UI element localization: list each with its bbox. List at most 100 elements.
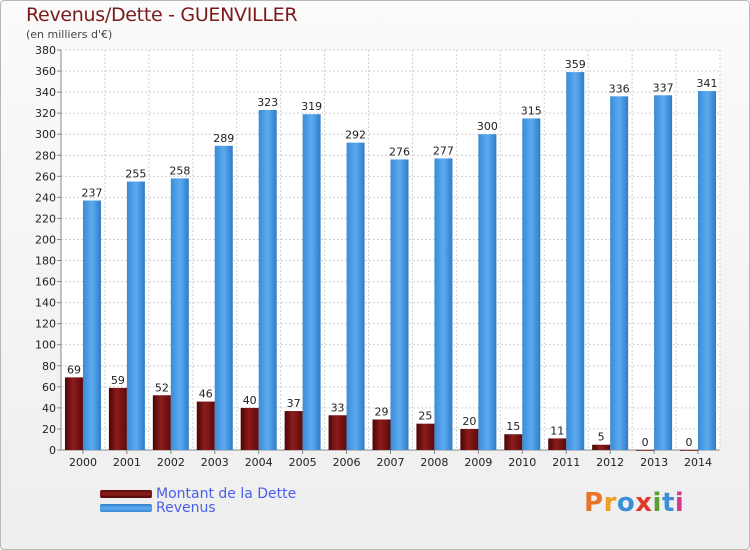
- bar-dette-2003: [196, 401, 215, 450]
- bar-dette-2004: [240, 407, 259, 450]
- data-label-revenus: 277: [433, 144, 454, 157]
- data-label-revenus: 341: [697, 77, 718, 90]
- x-tick-label: 2013: [640, 456, 668, 469]
- logo-letter: t: [661, 488, 675, 518]
- data-label-dette: 0: [686, 436, 693, 449]
- logo-letter: o: [616, 488, 636, 518]
- bar-dette-2012: [592, 444, 611, 450]
- data-label-revenus: 276: [389, 145, 410, 158]
- x-tick-label: 2011: [552, 456, 580, 469]
- data-label-revenus: 255: [125, 168, 146, 181]
- bar-revenus-2008: [434, 158, 453, 450]
- bar-revenus-2002: [170, 178, 189, 450]
- data-label-revenus: 289: [213, 132, 234, 145]
- bar-dette-2009: [460, 428, 479, 450]
- bar-dette-2006: [328, 415, 347, 450]
- data-label-dette: 5: [598, 431, 605, 444]
- x-tick-label: 2000: [69, 456, 97, 469]
- y-tick-label: 340: [35, 86, 56, 99]
- data-label-dette: 0: [642, 436, 649, 449]
- bar-revenus-2010: [522, 118, 541, 450]
- y-tick-label: 100: [35, 339, 56, 352]
- x-tick-label: 2002: [157, 456, 185, 469]
- legend-swatch-dette: [100, 490, 152, 498]
- logo-letter: i: [674, 488, 685, 518]
- bar-revenus-2012: [610, 96, 629, 450]
- data-label-dette: 20: [462, 415, 476, 428]
- y-tick-label: 280: [35, 149, 56, 162]
- legend-label-revenus: Revenus: [156, 500, 216, 516]
- data-label-revenus: 359: [565, 58, 586, 71]
- x-tick-label: 2014: [684, 456, 712, 469]
- bar-revenus-2009: [478, 134, 497, 451]
- bar-revenus-2014: [698, 91, 717, 450]
- data-label-dette: 11: [550, 424, 564, 437]
- data-label-dette: 25: [418, 410, 432, 423]
- y-tick-label: 220: [35, 212, 56, 225]
- y-tick-label: 240: [35, 191, 56, 204]
- x-tick-label: 2004: [245, 456, 273, 469]
- data-label-dette: 15: [506, 420, 520, 433]
- y-tick-label: 320: [35, 107, 56, 120]
- logo-letter: P: [584, 488, 604, 518]
- y-tick-label: 260: [35, 170, 56, 183]
- y-tick-label: 80: [42, 360, 56, 373]
- legend-swatch-revenus: [100, 504, 152, 512]
- data-label-dette: 69: [67, 363, 81, 376]
- x-tick-label: 2010: [508, 456, 536, 469]
- data-label-dette: 46: [199, 388, 213, 401]
- proxiti-logo: Proxiti: [584, 488, 684, 518]
- x-tick-label: 2008: [420, 456, 448, 469]
- bar-revenus-2005: [302, 114, 321, 451]
- chart-subtitle: (en milliers d'€): [26, 28, 113, 41]
- bar-revenus-2011: [566, 72, 585, 451]
- y-tick-label: 360: [35, 65, 56, 78]
- data-label-dette: 29: [375, 405, 389, 418]
- bar-dette-2011: [548, 438, 567, 450]
- legend-label-dette: Montant de la Dette: [156, 486, 297, 502]
- bar-dette-2007: [372, 419, 391, 450]
- x-tick-label: 2005: [289, 456, 317, 469]
- data-label-dette: 33: [331, 401, 345, 414]
- y-tick-label: 200: [35, 233, 56, 246]
- logo-letter: r: [603, 488, 617, 518]
- x-tick-label: 2012: [596, 456, 624, 469]
- y-tick-label: 380: [35, 44, 56, 57]
- data-label-revenus: 336: [609, 82, 630, 95]
- data-label-revenus: 300: [477, 120, 498, 133]
- y-tick-label: 180: [35, 255, 56, 268]
- chart-title: Revenus/Dette - GUENVILLER: [26, 4, 298, 26]
- x-tick-label: 2009: [464, 456, 492, 469]
- bar-dette-2014: [680, 450, 699, 451]
- y-tick-label: 60: [42, 381, 56, 394]
- data-label-dette: 52: [155, 381, 169, 394]
- y-tick-label: 160: [35, 276, 56, 289]
- data-label-revenus: 258: [169, 164, 190, 177]
- y-tick-label: 20: [42, 423, 56, 436]
- bar-revenus-2004: [258, 110, 277, 450]
- y-tick-label: 0: [49, 444, 56, 457]
- bar-dette-2005: [284, 411, 303, 450]
- data-label-revenus: 319: [301, 100, 322, 113]
- logo-letter: x: [635, 488, 653, 518]
- data-label-dette: 37: [287, 397, 301, 410]
- y-tick-label: 140: [35, 297, 56, 310]
- y-tick-label: 40: [42, 402, 56, 415]
- bar-dette-2010: [504, 434, 523, 450]
- bar-revenus-2001: [126, 181, 145, 450]
- bar-revenus-2006: [346, 142, 365, 450]
- bar-revenus-2007: [390, 159, 409, 450]
- logo-letter: i: [652, 488, 662, 518]
- bar-dette-2013: [636, 450, 655, 451]
- x-tick-label: 2001: [113, 456, 141, 469]
- y-tick-label: 300: [35, 128, 56, 141]
- bar-dette-2001: [108, 387, 127, 450]
- x-tick-label: 2007: [377, 456, 405, 469]
- bar-dette-2000: [64, 377, 83, 450]
- data-label-revenus: 323: [257, 96, 278, 109]
- data-label-revenus: 315: [521, 104, 542, 117]
- bar-dette-2002: [152, 395, 171, 450]
- data-label-revenus: 337: [653, 81, 674, 94]
- bar-dette-2008: [416, 423, 435, 450]
